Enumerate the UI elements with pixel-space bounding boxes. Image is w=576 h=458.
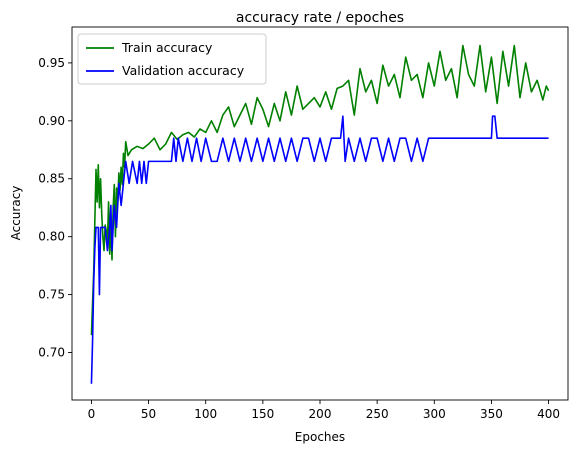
y-tick-label: 0.75 bbox=[38, 288, 65, 302]
x-tick-label: 50 bbox=[141, 407, 156, 421]
series-layer bbox=[90, 44, 550, 384]
x-tick-label: 400 bbox=[537, 407, 560, 421]
x-axis-label: Epoches bbox=[295, 430, 345, 444]
ticks-layer: 0 50 100 150 200 250 300 350 400 0.70 0.75 0.80 0.85… bbox=[38, 56, 560, 421]
y-tick-label: 0.90 bbox=[38, 114, 65, 128]
x-tick-label: 0 bbox=[88, 407, 96, 421]
y-tick-label: 0.80 bbox=[38, 230, 65, 244]
x-tick-label: 250 bbox=[366, 407, 389, 421]
y-tick-label: 0.85 bbox=[38, 172, 65, 186]
legend-label-train: Train accuracy bbox=[121, 40, 213, 55]
series-line-train bbox=[90, 44, 550, 336]
x-tick-label: 300 bbox=[423, 407, 446, 421]
x-tick-label: 350 bbox=[480, 407, 503, 421]
y-tick-label: 0.95 bbox=[38, 56, 65, 70]
x-tick-label: 100 bbox=[194, 407, 217, 421]
series-line-validation bbox=[90, 115, 549, 384]
plot-frame bbox=[71, 26, 569, 401]
x-tick-label: 150 bbox=[251, 407, 274, 421]
legend-box bbox=[77, 33, 267, 85]
legend-label-validation: Validation accuracy bbox=[122, 63, 245, 78]
x-tick-label: 200 bbox=[309, 407, 332, 421]
chart-title: accuracy rate / epoches bbox=[236, 10, 404, 26]
legend: Train accuracy Validation accuracy bbox=[77, 33, 267, 85]
y-axis-label: Accuracy bbox=[9, 186, 23, 241]
y-tick-label: 0.70 bbox=[38, 346, 65, 360]
